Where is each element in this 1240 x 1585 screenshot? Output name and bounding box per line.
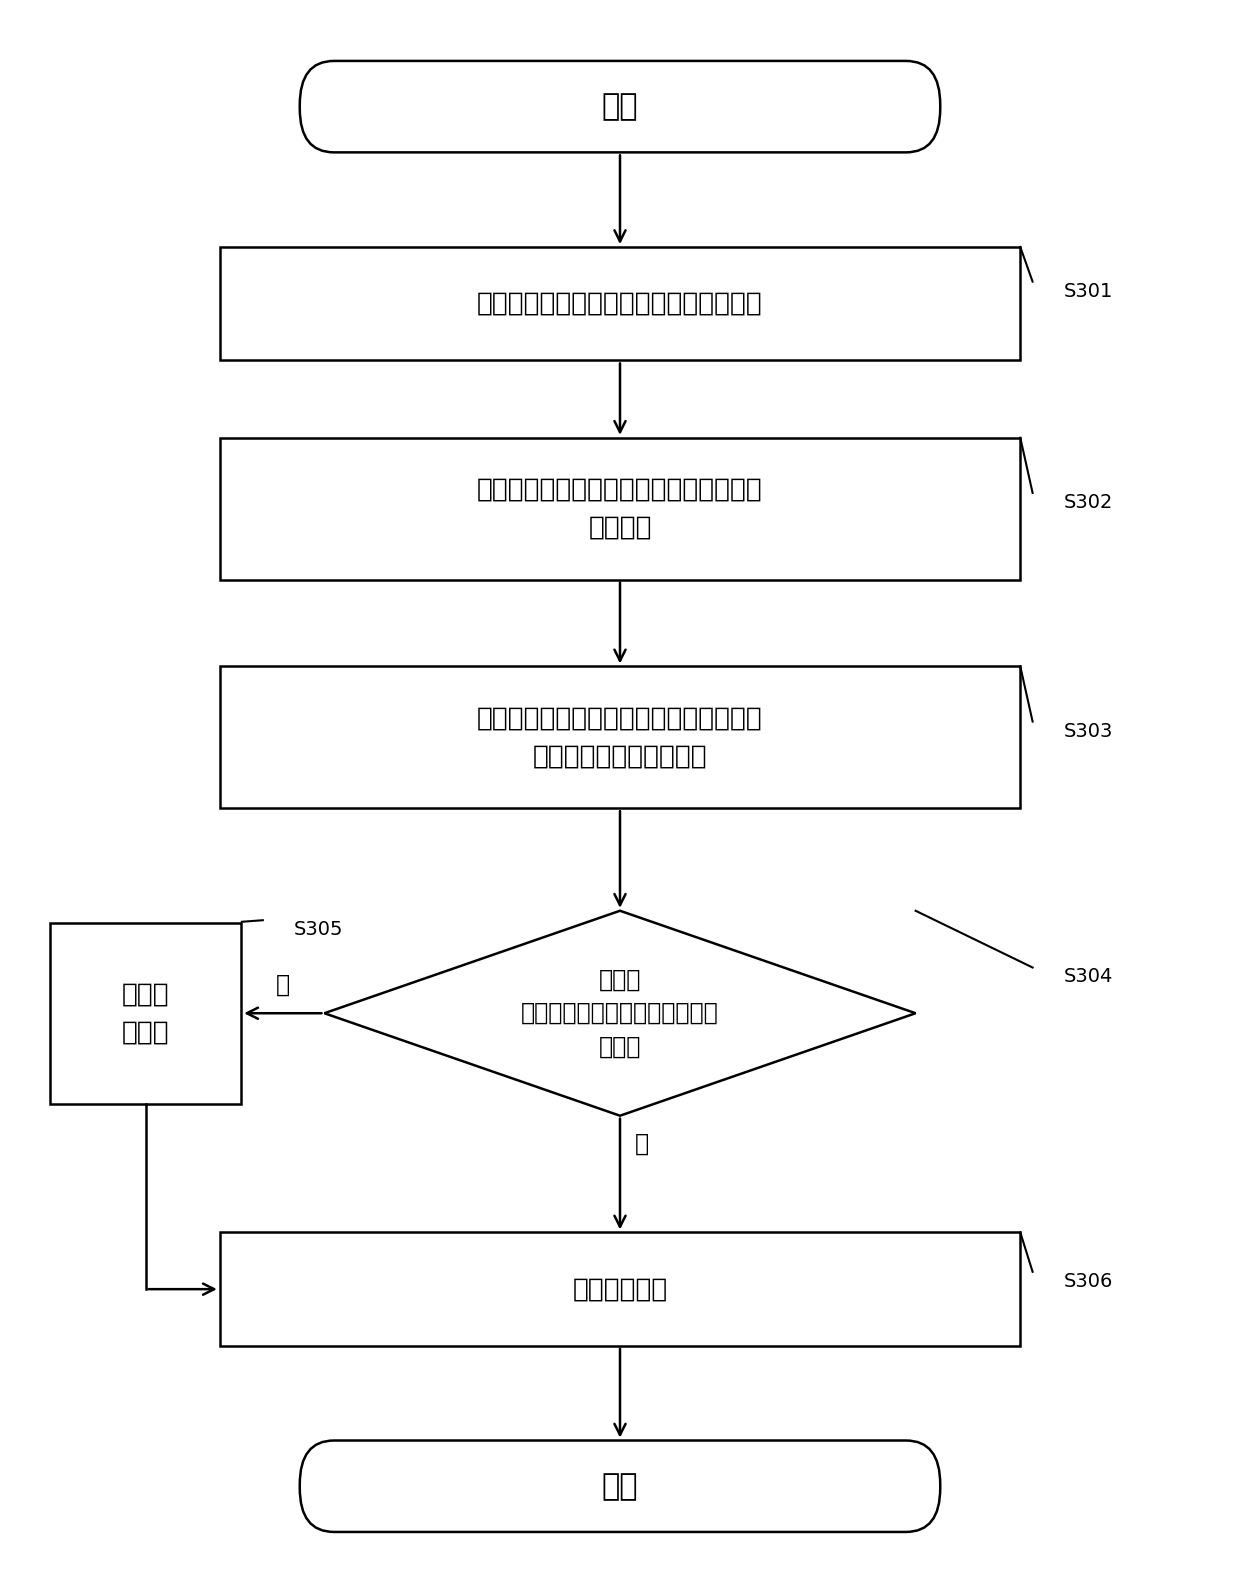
Text: 结束: 结束 [601,1472,639,1501]
Bar [219,437,1021,580]
Bar [219,666,1021,808]
FancyBboxPatch shape [300,1441,940,1533]
Bar [219,247,1021,360]
Text: 是: 是 [635,1132,650,1155]
Text: 根据测试命令在目标存储设备中选择目标
测试用例: 根据测试命令在目标存储设备中选择目标 测试用例 [477,477,763,540]
Text: S306: S306 [1064,1271,1112,1290]
Text: 开始: 开始 [601,92,639,120]
Text: S305: S305 [294,921,343,940]
Text: S304: S304 [1064,967,1112,986]
Text: 输出测试结果: 输出测试结果 [573,1276,667,1303]
Text: 根据测
试结果判断目标测试用例是否执
行成功: 根据测 试结果判断目标测试用例是否执 行成功 [521,968,719,1059]
Text: S303: S303 [1064,721,1112,740]
Text: 否: 否 [275,973,290,997]
Polygon shape [325,911,915,1116]
Text: 发出告
警命令: 发出告 警命令 [122,981,170,1045]
Bar [51,922,242,1103]
Bar [219,1233,1021,1346]
FancyBboxPatch shape [300,60,940,152]
Text: 利用目标测试用例的参数信息，执行目标
测试用例，获得测试结果: 利用目标测试用例的参数信息，执行目标 测试用例，获得测试结果 [477,705,763,769]
Text: 根据接收到的测试命令登录目标存储设备: 根据接收到的测试命令登录目标存储设备 [477,290,763,317]
Text: S301: S301 [1064,282,1112,301]
Text: S302: S302 [1064,493,1112,512]
